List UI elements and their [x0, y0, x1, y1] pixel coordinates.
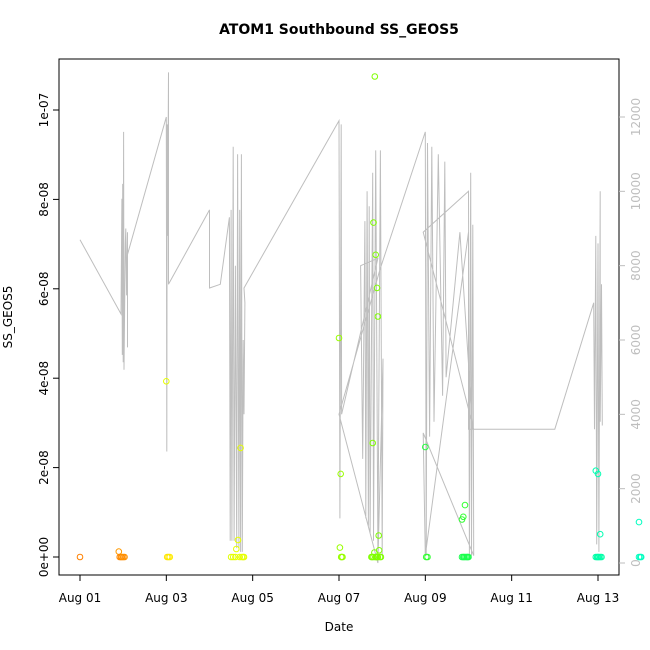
x-tick-label: Aug 11 — [490, 591, 533, 605]
data-point — [166, 553, 174, 561]
data-point — [375, 532, 383, 539]
data-point — [371, 73, 379, 80]
y2-tick-label: 0 — [629, 559, 643, 567]
x-axis: Aug 01 Aug 03 Aug 05 Aug 07 Aug 09 Aug 11 Aug … — [59, 574, 620, 605]
y-tick-label: 2e-08 — [37, 450, 51, 485]
data-point — [121, 553, 128, 561]
data-point — [374, 313, 382, 320]
data-point — [465, 553, 472, 561]
data-point — [234, 536, 242, 544]
data-point — [115, 548, 123, 555]
data-point — [635, 518, 643, 526]
y-tick-label: 1e-07 — [37, 93, 51, 128]
data-point — [373, 284, 381, 292]
y2-tick-label: 8000 — [629, 250, 643, 281]
y-tick-label: 0e+00 — [37, 537, 51, 577]
data-point — [372, 251, 380, 259]
data-point — [596, 530, 604, 538]
x-tick-label: Aug 03 — [145, 591, 188, 605]
data-point — [369, 439, 377, 447]
y2-tick-label: 6000 — [629, 325, 643, 356]
data-point — [240, 553, 248, 561]
y-axis-label: SS_GEOS5 — [1, 286, 15, 349]
altitude-line-layer — [79, 72, 603, 564]
y-tick-label: 4e-08 — [37, 361, 51, 396]
y-tick-label: 8e-08 — [37, 182, 51, 217]
data-point — [227, 553, 235, 561]
y2-tick-label: 4000 — [629, 399, 643, 430]
y2-tick-label: 2000 — [629, 473, 643, 504]
x-axis-label: Date — [325, 620, 354, 634]
data-point — [336, 544, 344, 551]
x-tick-label: Aug 05 — [231, 591, 274, 605]
data-point — [370, 219, 377, 226]
data-point — [422, 443, 429, 451]
x-tick-label: Aug 01 — [59, 591, 102, 605]
chart-title: ATOM1 Southbound SS_GEOS5 — [219, 22, 459, 38]
data-point — [229, 553, 237, 561]
data-point — [370, 553, 377, 561]
y-axis: 0e+00 2e-08 4e-08 6e-08 8e-08 1e-07 — [37, 93, 59, 577]
data-point — [594, 470, 602, 478]
altitude-line — [79, 72, 603, 564]
data-point — [232, 553, 239, 561]
data-point — [424, 553, 431, 561]
x-tick-label: Aug 13 — [577, 591, 620, 605]
y2-axis: 0 2000 4000 6000 8000 10000 12000 — [619, 98, 643, 567]
points-layer — [76, 73, 645, 561]
data-point — [598, 553, 605, 561]
data-point — [637, 553, 645, 561]
data-point — [233, 545, 240, 553]
y-tick-label: 6e-08 — [37, 271, 51, 306]
data-point — [460, 513, 467, 521]
y2-tick-label: 12000 — [629, 98, 643, 136]
data-point — [374, 553, 382, 561]
x-tick-label: Aug 07 — [318, 591, 361, 605]
data-point — [236, 553, 243, 561]
y2-tick-label: 10000 — [629, 172, 643, 210]
data-point — [76, 553, 84, 561]
data-point — [237, 444, 244, 452]
data-point — [337, 470, 345, 478]
data-point — [377, 553, 385, 561]
x-tick-label: Aug 09 — [404, 591, 447, 605]
data-point — [335, 334, 343, 342]
data-point — [163, 378, 170, 385]
data-point — [461, 501, 469, 509]
data-point — [339, 553, 346, 561]
